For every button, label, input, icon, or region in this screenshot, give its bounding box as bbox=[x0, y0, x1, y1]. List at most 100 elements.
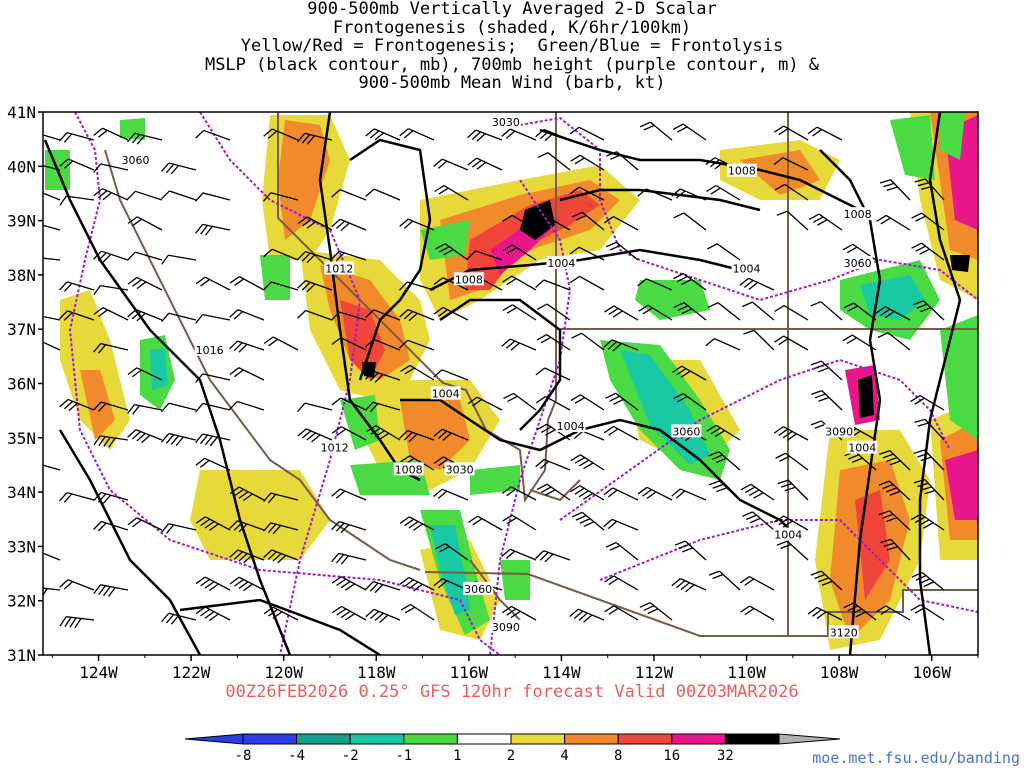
wind-barb bbox=[43, 162, 61, 171]
wind-barb bbox=[807, 606, 843, 621]
wind-barb bbox=[569, 275, 605, 291]
lat-tick-label: 31N bbox=[7, 646, 36, 665]
colorbar-segment bbox=[617, 733, 673, 745]
title-line-3: Yellow/Red = Frontogenesis; Green/Blue =… bbox=[240, 36, 784, 56]
wind-barb bbox=[195, 433, 231, 447]
wind-barbs bbox=[43, 121, 945, 629]
wind-barb bbox=[537, 152, 571, 171]
lat-tick-label: 40N bbox=[7, 157, 36, 176]
wind-barb bbox=[435, 543, 469, 561]
lon-tick-label: 114W bbox=[542, 663, 581, 682]
wind-barb bbox=[571, 211, 605, 231]
mslp-label: 1008 bbox=[395, 463, 423, 476]
wind-barb bbox=[297, 251, 333, 264]
wind-barb bbox=[59, 579, 95, 591]
wind-barb bbox=[263, 336, 299, 351]
wind-barb bbox=[365, 401, 401, 413]
wind-barb bbox=[127, 216, 163, 231]
wind-barb bbox=[399, 128, 435, 141]
wind-barb bbox=[536, 483, 571, 501]
wind-barb bbox=[535, 550, 571, 563]
lon-tick-label: 116W bbox=[450, 663, 489, 682]
wind-barb bbox=[229, 576, 265, 592]
wind-barb bbox=[467, 157, 503, 171]
wind-barb bbox=[571, 511, 605, 531]
wind-barb bbox=[263, 549, 299, 564]
title-line-2: Frontogenesis (shaded, K/6hr/100km) bbox=[332, 17, 692, 38]
mslp-label: 1004 bbox=[432, 387, 460, 400]
wind-barb bbox=[297, 309, 333, 321]
wind-barb bbox=[195, 192, 231, 202]
wind-barb bbox=[773, 157, 809, 171]
lon-tick-label: 124W bbox=[79, 663, 118, 682]
wind-barb bbox=[93, 435, 129, 448]
wind-barb bbox=[912, 300, 945, 321]
wind-barb bbox=[399, 309, 435, 322]
wind-barb bbox=[639, 121, 673, 141]
wind-barb bbox=[195, 276, 231, 291]
wind-barb bbox=[331, 576, 367, 591]
wind-barb bbox=[434, 184, 469, 201]
wind-barb bbox=[911, 212, 945, 231]
wind-barb bbox=[673, 302, 707, 321]
wind-barb bbox=[741, 301, 775, 321]
wind-barb bbox=[467, 396, 503, 411]
wind-barb bbox=[639, 602, 673, 621]
wind-barb bbox=[195, 606, 231, 622]
wind-barb bbox=[399, 430, 435, 443]
wind-barb bbox=[399, 339, 435, 351]
wind-barb bbox=[708, 451, 741, 471]
wind-barb bbox=[569, 608, 605, 623]
wind-barb bbox=[195, 576, 231, 592]
wind-barb bbox=[43, 313, 61, 321]
credit-link[interactable]: moe.met.fsu.edu/banding bbox=[812, 749, 1020, 767]
wind-barb bbox=[535, 395, 571, 411]
wind-barb bbox=[502, 244, 537, 261]
wind-barb bbox=[365, 608, 401, 623]
wind-barb bbox=[503, 392, 537, 411]
wind-barb bbox=[195, 223, 231, 236]
lat-tick-label: 38N bbox=[7, 266, 36, 285]
colorbar-label: -2 bbox=[342, 748, 359, 764]
wind-barb bbox=[910, 604, 945, 621]
wind-barb bbox=[671, 578, 707, 593]
wind-barb bbox=[43, 548, 61, 562]
wind-barb bbox=[263, 281, 299, 291]
wind-barb bbox=[880, 538, 911, 561]
wind-barb bbox=[879, 450, 911, 471]
wind-barb bbox=[569, 126, 605, 141]
wind-barb bbox=[811, 389, 843, 411]
wind-barb bbox=[705, 338, 741, 351]
wind-barb bbox=[161, 612, 197, 625]
lat-tick-label: 37N bbox=[7, 320, 36, 339]
wind-barb bbox=[331, 311, 367, 321]
wind-barb bbox=[502, 275, 537, 291]
colorbar-label: 1 bbox=[453, 748, 461, 764]
wind-barb bbox=[161, 162, 197, 175]
wind-barb bbox=[605, 541, 639, 561]
colorbar-label: 8 bbox=[614, 748, 622, 764]
wind-barb bbox=[773, 426, 809, 441]
wind-barb bbox=[501, 605, 537, 621]
wind-barb bbox=[671, 188, 707, 201]
valid-time-label: 00Z26FEB2026 0.25° GFS 120hr forecast Va… bbox=[225, 682, 799, 702]
colorbar-segment bbox=[456, 733, 512, 745]
wind-barb bbox=[331, 250, 367, 262]
wind-barb bbox=[365, 370, 401, 383]
wind-barb bbox=[603, 215, 639, 231]
wind-barb bbox=[536, 333, 571, 351]
colorbar-label: -1 bbox=[395, 748, 412, 764]
wind-barb bbox=[740, 605, 775, 621]
wind-barb bbox=[43, 131, 61, 141]
title-line-4: MSLP (black contour, mb), 700mb height (… bbox=[204, 54, 820, 75]
wind-barb bbox=[229, 275, 265, 291]
height-label-bg bbox=[490, 619, 521, 633]
wind-barb bbox=[777, 479, 809, 501]
wind-barb bbox=[161, 312, 197, 323]
colorbar-segment bbox=[403, 733, 458, 745]
wind-barb bbox=[400, 603, 435, 621]
wind-barb bbox=[229, 340, 265, 353]
wind-barb bbox=[603, 339, 639, 352]
wind-barb bbox=[43, 586, 61, 599]
wind-barb bbox=[535, 128, 571, 142]
